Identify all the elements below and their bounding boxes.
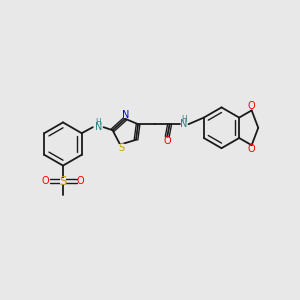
Text: S: S	[59, 175, 67, 188]
Text: N: N	[94, 122, 102, 132]
Text: O: O	[164, 136, 171, 146]
Bar	[248, 104, 254, 110]
Bar	[118, 144, 124, 150]
Text: N: N	[180, 119, 188, 129]
Text: H: H	[95, 118, 101, 127]
Text: O: O	[41, 176, 49, 186]
Text: S: S	[118, 142, 125, 153]
Bar	[60, 178, 66, 184]
Text: O: O	[77, 176, 85, 186]
Text: H: H	[181, 115, 187, 124]
Bar	[122, 113, 128, 118]
Bar	[97, 120, 102, 125]
Text: N: N	[122, 110, 129, 120]
Bar	[183, 117, 188, 122]
Bar	[164, 138, 170, 143]
Bar	[248, 146, 254, 152]
Text: O: O	[247, 144, 255, 154]
Text: O: O	[247, 101, 255, 112]
Bar	[78, 178, 83, 184]
Bar	[43, 178, 48, 184]
